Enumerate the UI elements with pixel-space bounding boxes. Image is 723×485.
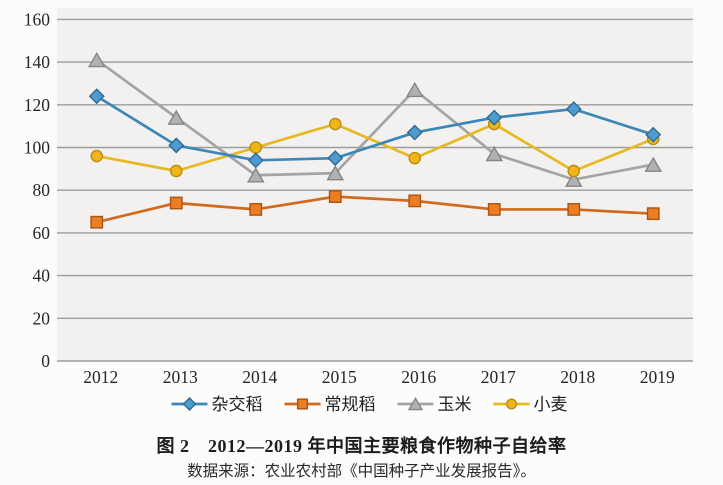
data-point-diamond (182, 397, 197, 411)
y-tick-label: 120 (24, 95, 51, 115)
data-point-triangle (405, 81, 424, 98)
legend-label: 小麦 (534, 395, 568, 414)
x-tick-label: 2018 (560, 367, 595, 387)
x-tick-label: 2012 (83, 367, 118, 387)
gridlines (57, 18, 693, 362)
series-line-hybrid-rice (96, 95, 654, 162)
x-tick-label: 2019 (640, 367, 675, 387)
y-tick-label: 60 (33, 223, 51, 243)
data-point-diamond (247, 152, 264, 169)
data-point-square (487, 203, 501, 216)
figure-source: 数据来源：农业农村部《中国种子产业发展报告》。 (187, 463, 536, 480)
data-point-triangle (167, 109, 186, 125)
data-point-circle (90, 149, 104, 163)
series-line-wheat (96, 122, 654, 173)
y-tick-label: 80 (33, 180, 51, 200)
data-point-triangle (326, 165, 345, 181)
data-point-square (249, 203, 263, 216)
x-tick-label: 2015 (322, 367, 357, 387)
data-point-square (646, 207, 660, 221)
y-tick-label: 140 (24, 52, 51, 72)
data-point-circle (506, 398, 517, 410)
legend-item-conventional-rice: 常规稻 (284, 395, 376, 414)
series-wheat (90, 117, 660, 178)
data-point-circle (408, 151, 422, 165)
figure-title: 图 2 2012—2019 年中国主要粮食作物种子自给率 (156, 436, 567, 456)
data-point-diamond (406, 124, 423, 141)
y-tick-label: 0 (41, 351, 50, 371)
data-point-square (169, 196, 183, 210)
legend-item-corn: 玉米 (397, 395, 472, 414)
legend-item-hybrid-rice: 杂交稻 (171, 395, 263, 414)
legend-label: 杂交稻 (212, 395, 263, 414)
data-point-triangle (485, 145, 504, 162)
data-point-circle (169, 164, 183, 178)
legend-item-wheat: 小麦 (493, 395, 568, 414)
data-point-triangle (407, 396, 424, 411)
data-point-square (408, 194, 422, 208)
data-point-square (90, 215, 104, 229)
series-hybrid-rice (88, 88, 662, 169)
data-point-diamond (168, 137, 185, 154)
series-conventional-rice (90, 190, 660, 229)
data-point-square (296, 398, 309, 410)
y-tick-label: 40 (33, 266, 51, 286)
data-point-triangle (644, 156, 663, 172)
data-point-diamond (645, 126, 662, 143)
data-point-square (328, 190, 342, 204)
x-tick-label: 2017 (481, 367, 516, 387)
data-point-square (567, 203, 581, 216)
y-tick-label: 100 (24, 138, 51, 158)
x-tick-label: 2016 (401, 367, 436, 387)
legend: 杂交稻 常规稻 玉米 小麦 (171, 395, 568, 414)
series-line-conventional-rice (96, 195, 654, 224)
chart-container: 0 20 40 60 80 100 120 140 160 2012 2013 2014 2015 201… (24, 8, 693, 414)
y-tick-label: 160 (24, 9, 51, 29)
data-point-triangle (246, 167, 265, 183)
plot-area (57, 8, 693, 361)
x-axis-labels: 2012 2013 2014 2015 2016 2017 2018 2019 (83, 367, 675, 387)
data-point-diamond (565, 101, 582, 118)
data-point-triangle (87, 51, 106, 68)
data-point-diamond (88, 88, 105, 105)
y-axis-labels: 0 20 40 60 80 100 120 140 160 (24, 9, 51, 371)
data-point-triangle (564, 171, 583, 187)
series-line-corn (95, 58, 654, 181)
x-tick-label: 2013 (163, 367, 198, 387)
x-tick-label: 2014 (242, 367, 277, 387)
series-corn (87, 51, 663, 187)
data-point-diamond (486, 109, 503, 126)
y-tick-label: 20 (33, 308, 51, 328)
data-point-diamond (327, 150, 344, 167)
legend-label: 常规稻 (325, 395, 376, 414)
legend-label: 玉米 (438, 395, 472, 414)
data-point-circle (328, 117, 342, 131)
data-point-circle (567, 164, 581, 178)
data-point-circle (249, 141, 263, 154)
